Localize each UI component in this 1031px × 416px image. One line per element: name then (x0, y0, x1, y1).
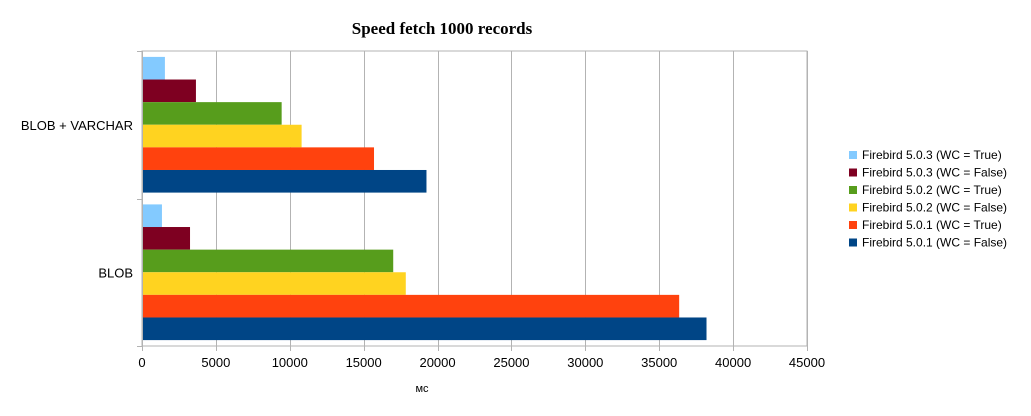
chart-title: Speed fetch 1000 records (352, 19, 533, 38)
legend-label: Firebird 5.0.1 (WC = True) (862, 218, 1002, 232)
x-tick-label: 35000 (641, 355, 677, 370)
legend-swatch (849, 221, 857, 229)
legend-label: Firebird 5.0.3 (WC = True) (862, 148, 1002, 162)
legend-label: Firebird 5.0.3 (WC = False) (862, 166, 1007, 180)
x-tick-label: 20000 (419, 355, 455, 370)
x-tick-label: 45000 (789, 355, 825, 370)
x-axis-label: мс (415, 383, 429, 395)
bar (142, 147, 375, 170)
x-tick-label: 5000 (201, 355, 230, 370)
legend-swatch (849, 151, 857, 159)
bar (142, 227, 191, 250)
bar (142, 204, 162, 228)
bar (142, 56, 165, 80)
legend-label: Firebird 5.0.2 (WC = True) (862, 183, 1002, 197)
bar (142, 79, 196, 103)
x-tick-label: 40000 (715, 355, 751, 370)
bars (142, 56, 707, 341)
x-tick-label: 15000 (346, 355, 382, 370)
legend-swatch (849, 168, 857, 177)
x-tick-labels: 0 5000 10000 15000 20000 25000 30000 35000 40000… (138, 355, 825, 370)
bar (142, 102, 282, 125)
category-label: BLOB (98, 265, 133, 280)
x-tick-label: 10000 (272, 355, 308, 370)
bar (142, 317, 707, 341)
legend-swatch (849, 203, 857, 212)
legend-label: Firebird 5.0.1 (WC = False) (862, 236, 1007, 250)
bar (142, 294, 680, 318)
category-label: BLOB + VARCHAR (21, 118, 133, 133)
legend-swatch (849, 238, 857, 247)
bar (142, 272, 406, 295)
legend: Firebird 5.0.3 (WC = True) Firebird 5.0.3… (849, 148, 1007, 250)
x-tick-label: 0 (138, 355, 145, 370)
legend-label: Firebird 5.0.2 (WC = False) (862, 201, 1007, 215)
x-tick-label: 30000 (567, 355, 603, 370)
x-tick-label: 25000 (493, 355, 529, 370)
axes (137, 51, 808, 351)
bar (142, 169, 427, 193)
bar (142, 249, 394, 273)
legend-swatch (849, 186, 857, 194)
category-labels: BLOB + VARCHAR BLOB (21, 118, 133, 281)
bar (142, 124, 302, 148)
